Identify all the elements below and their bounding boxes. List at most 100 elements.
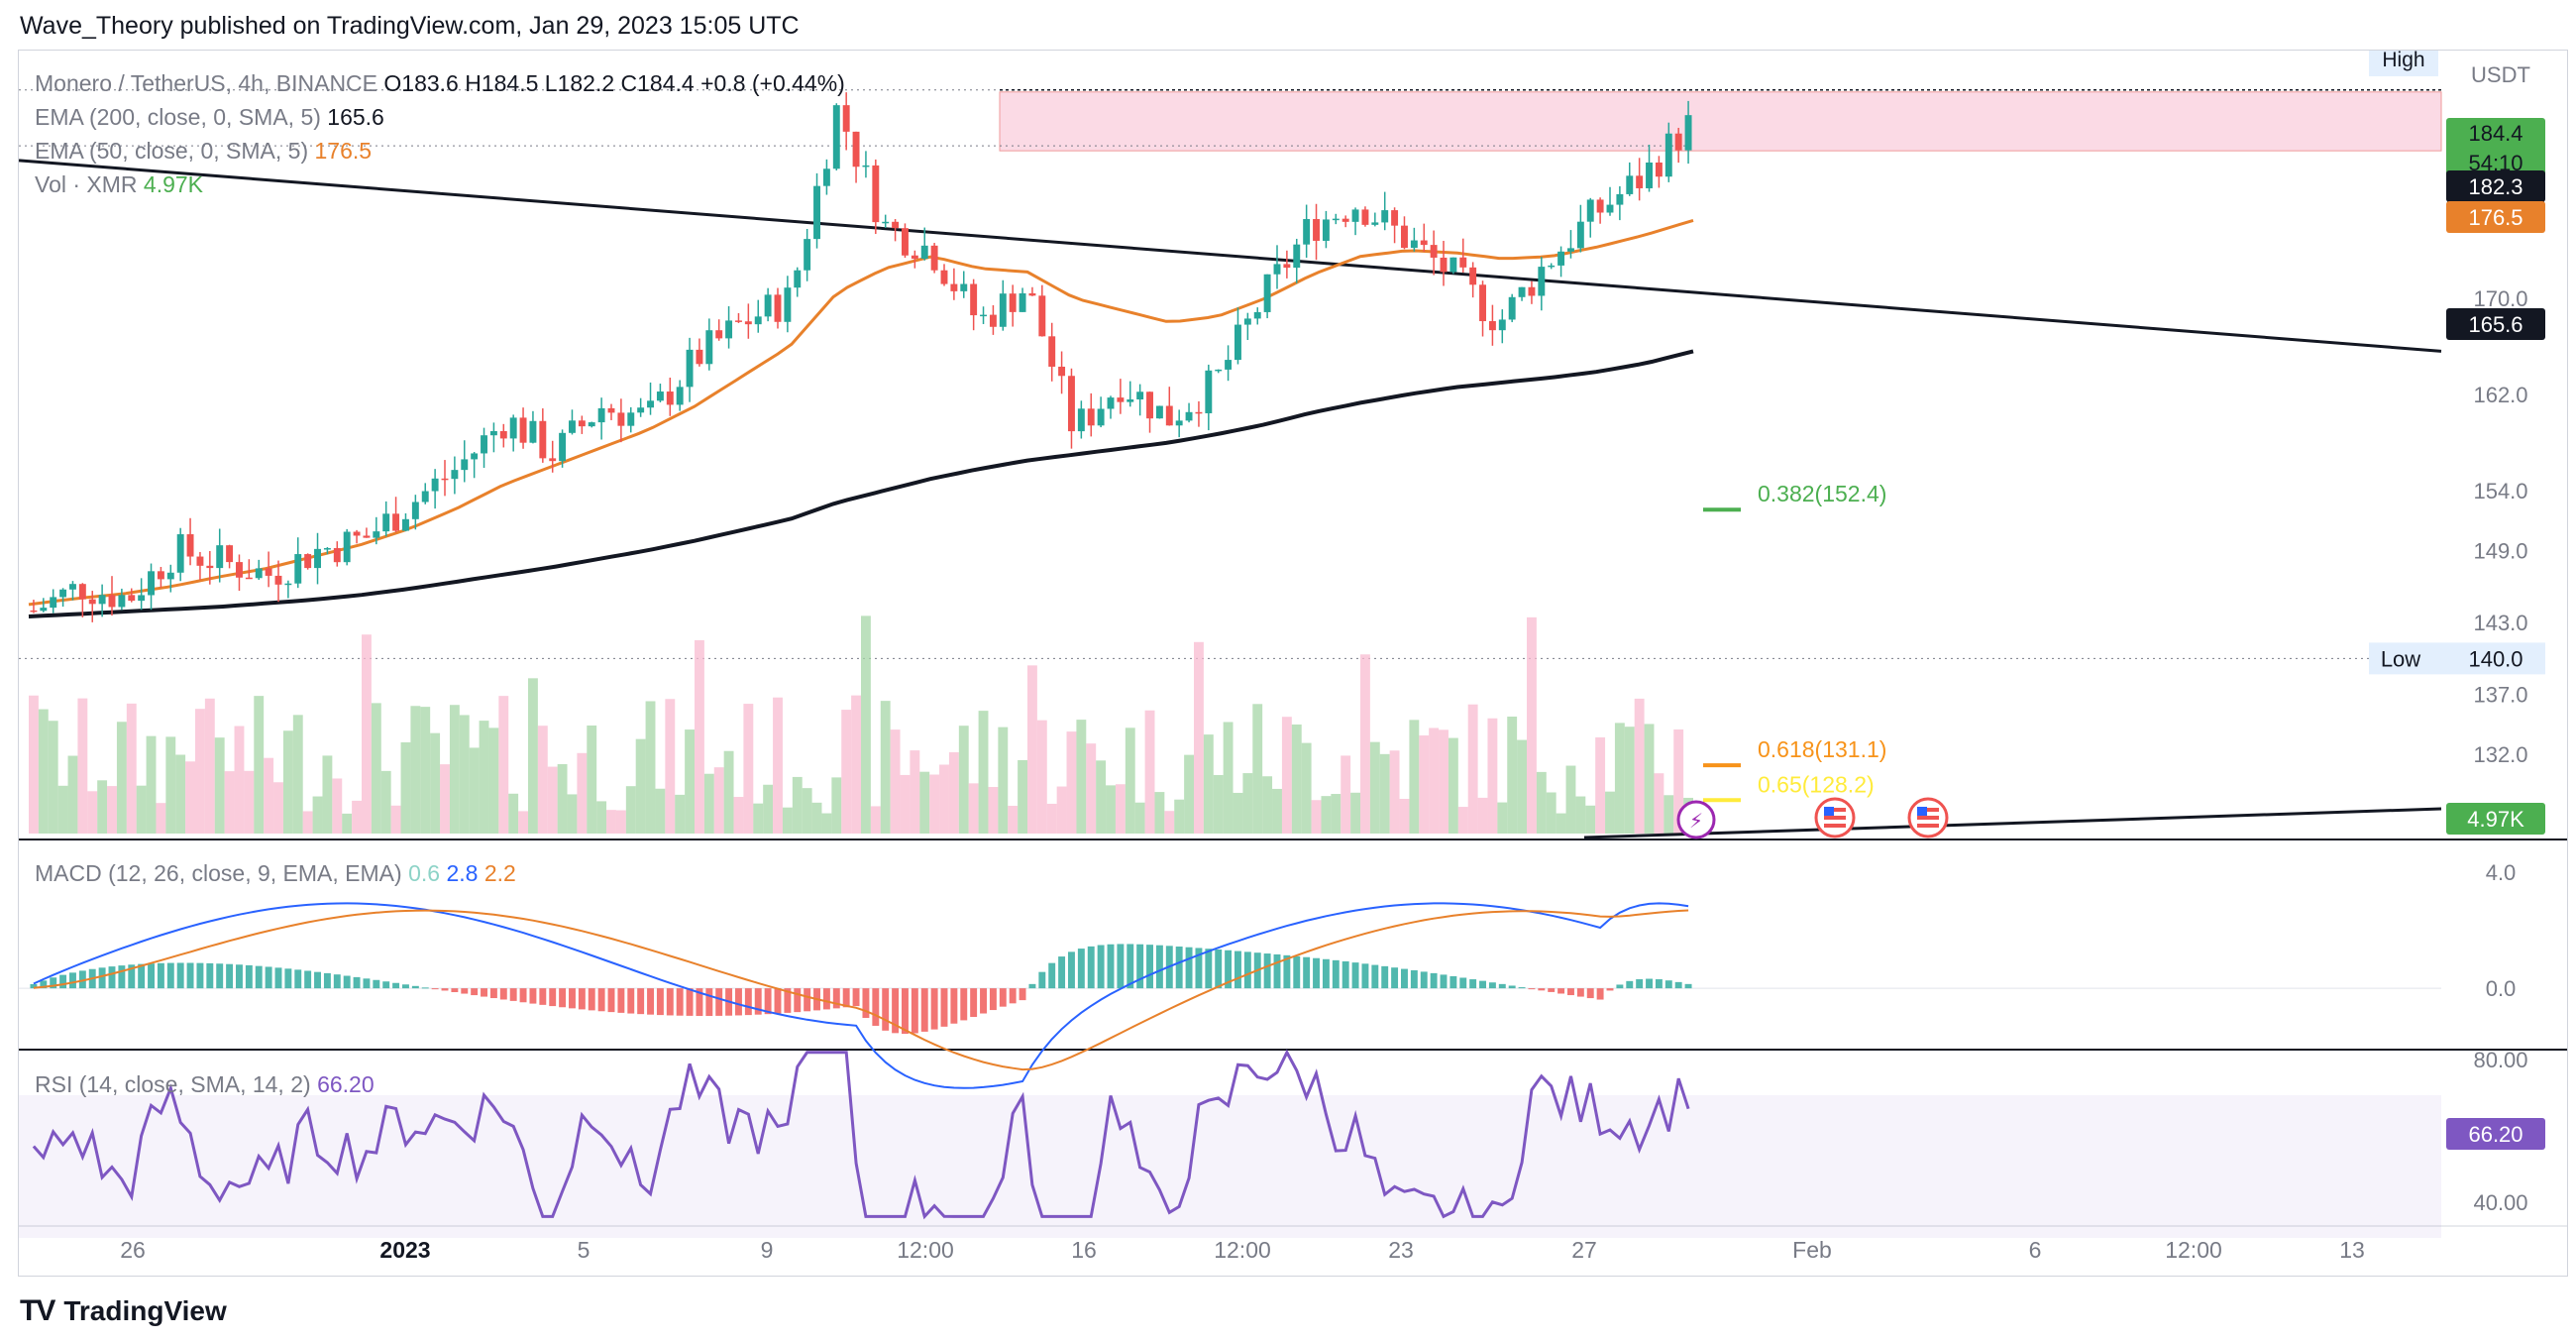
legend-macd-label: MACD (12, 26, close, 9, EMA, EMA) xyxy=(35,860,402,886)
macd-histogram-bar xyxy=(1538,988,1546,991)
volume-bar xyxy=(1134,802,1145,834)
macd-histogram-bar xyxy=(911,988,918,1034)
candle-body xyxy=(1303,219,1311,245)
legend-ema50[interactable]: EMA (50, close, 0, SMA, 5) 176.5 xyxy=(35,138,372,165)
macd-histogram-bar xyxy=(519,988,527,1003)
candle-body xyxy=(411,502,419,519)
volume-bar xyxy=(645,701,656,834)
volume-bar xyxy=(1272,788,1282,834)
macd-histogram-bar xyxy=(274,967,282,989)
macd-histogram-bar xyxy=(822,988,830,1010)
time-axis-tick: 12:00 xyxy=(2165,1237,2222,1263)
macd-histogram-bar xyxy=(1185,947,1193,989)
time-axis-tick: 12:00 xyxy=(1214,1237,1271,1263)
volume-bar xyxy=(57,785,68,834)
macd-histogram-bar xyxy=(862,988,870,1019)
candle-body xyxy=(1606,204,1614,213)
macd-histogram-bar xyxy=(333,974,341,989)
candle-body xyxy=(627,412,635,426)
candle-body xyxy=(637,407,645,413)
candle-body xyxy=(1019,292,1026,312)
macd-histogram-bar xyxy=(265,966,272,989)
volume-bar xyxy=(978,711,989,834)
candle-body xyxy=(1068,376,1075,432)
macd-histogram-bar xyxy=(950,988,958,1024)
candle-body xyxy=(920,245,928,260)
macd-histogram-bar xyxy=(382,981,390,989)
volume-bar xyxy=(342,813,353,834)
candle-body xyxy=(323,548,331,550)
volume-bar xyxy=(1252,704,1263,834)
volume-bar xyxy=(743,704,754,834)
candle-body xyxy=(1322,219,1330,241)
candle-body xyxy=(902,228,909,256)
candle-body xyxy=(1146,391,1153,419)
macd-histogram-bar xyxy=(656,988,664,1016)
candle-body xyxy=(471,453,479,460)
macd-histogram-bar xyxy=(509,988,517,1001)
volume-bar xyxy=(557,763,568,834)
macd-histogram-bar xyxy=(980,988,987,1014)
volume-bar xyxy=(508,793,519,834)
macd-histogram-bar xyxy=(284,968,292,989)
volume-bar xyxy=(1331,794,1342,834)
volume-bar xyxy=(1556,813,1566,834)
volume-bar xyxy=(165,736,176,834)
macd-histogram-bar xyxy=(481,988,487,997)
volume-bar xyxy=(1027,665,1037,834)
volume-bar xyxy=(685,729,695,834)
volume-bar xyxy=(1184,754,1194,834)
macd-histogram-bar xyxy=(588,988,595,1011)
candle-body xyxy=(774,294,782,322)
volume-bar xyxy=(1036,720,1047,834)
macd-histogram-bar xyxy=(1019,988,1026,1001)
volume-bar xyxy=(302,811,313,834)
candle-body xyxy=(813,185,820,240)
macd-histogram-bar xyxy=(1263,953,1271,989)
macd-histogram-bar xyxy=(784,988,792,1013)
candle-body xyxy=(1586,199,1594,222)
macd-histogram-bar xyxy=(1684,983,1692,989)
volume-bar xyxy=(77,698,88,834)
legend-macd[interactable]: MACD (12, 26, close, 9, EMA, EMA) 0.6 2.… xyxy=(35,860,516,887)
candle-body xyxy=(656,391,664,401)
volume-bar xyxy=(1527,616,1537,834)
macd-histogram-bar xyxy=(1068,951,1075,989)
candle-body xyxy=(245,577,253,580)
volume-bar xyxy=(948,752,959,834)
volume-bar xyxy=(116,722,127,834)
volume-bar xyxy=(1106,785,1116,834)
macd-histogram-bar xyxy=(40,980,48,989)
volume-bar xyxy=(362,634,372,834)
macd-histogram-bar xyxy=(1136,944,1144,989)
macd-histogram-bar xyxy=(148,963,155,989)
macd-histogram-bar xyxy=(1518,987,1526,989)
candle-body xyxy=(1401,225,1408,249)
macd-axis-tick: 0.0 xyxy=(2486,976,2517,1001)
price-axis-tick: 149.0 xyxy=(2473,538,2527,563)
candle-body xyxy=(715,330,723,339)
candle-body xyxy=(804,239,811,271)
candle-body xyxy=(1087,408,1095,426)
volume-bar xyxy=(900,774,911,834)
chart-frame[interactable]: 170.0 162.0 154.0 149.0 143.0 137.0 132.0 4.0 0.… xyxy=(18,50,2568,1277)
candle-body xyxy=(1175,420,1183,426)
legend-ema200[interactable]: EMA (200, close, 0, SMA, 5) 165.6 xyxy=(35,104,384,131)
candle-body xyxy=(1077,408,1085,432)
legend-volume[interactable]: Vol · XMR 4.97K xyxy=(35,171,203,198)
volume-bar xyxy=(821,813,832,834)
candle-body xyxy=(304,554,312,569)
chart-canvas[interactable]: 170.0 162.0 154.0 149.0 143.0 137.0 132.0 4.0 0.… xyxy=(19,51,2567,1276)
candle-body xyxy=(725,320,733,339)
legend-macd-signal: 2.2 xyxy=(483,860,516,886)
candle-body xyxy=(1127,398,1134,402)
volume-bar xyxy=(488,727,499,834)
macd-histogram-bar xyxy=(1048,962,1056,989)
volume-bar xyxy=(322,755,333,834)
low-tag: Low xyxy=(2381,646,2420,671)
us-flag-stripe-icon xyxy=(1917,816,1939,820)
macd-histogram-bar xyxy=(1273,953,1281,989)
candle-body xyxy=(1508,296,1516,320)
tradingview-logo[interactable]: TV TradingView xyxy=(20,1294,227,1328)
legend-rsi[interactable]: RSI (14, close, SMA, 14, 2) 66.20 xyxy=(35,1071,375,1098)
